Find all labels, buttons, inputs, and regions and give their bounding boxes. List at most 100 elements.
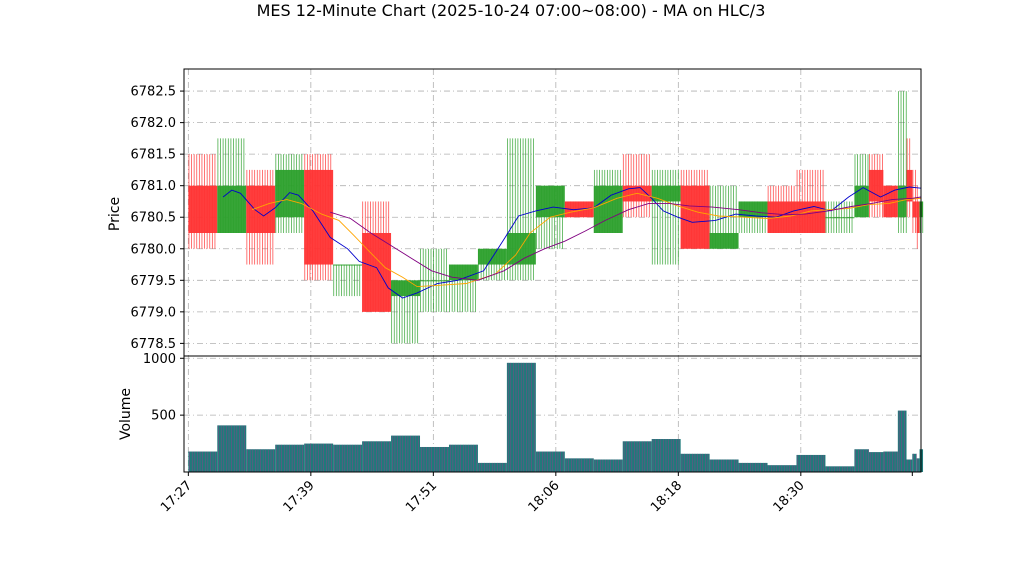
volume-bar <box>333 444 363 472</box>
candle <box>246 169 276 265</box>
volume-bar <box>391 435 421 472</box>
candle <box>477 248 507 281</box>
candle <box>217 138 247 233</box>
volume-bar <box>448 444 478 472</box>
candle-body <box>304 169 334 265</box>
candle-body <box>825 217 855 219</box>
volume-y-ticks: 500 1000 <box>143 352 184 424</box>
candle <box>912 169 917 233</box>
volume-bar <box>564 458 594 472</box>
candle-body <box>362 233 392 312</box>
candle-body <box>420 280 449 282</box>
volume-bar-fill <box>897 410 907 472</box>
volume-bar <box>916 458 920 472</box>
volume-bar-fill <box>854 449 869 472</box>
price-tick-label: 6781.0 <box>131 179 177 194</box>
candle <box>854 154 869 218</box>
candle-body <box>680 185 710 249</box>
candle <box>420 248 449 312</box>
volume-bar <box>868 452 884 472</box>
volume-bar-fill <box>868 452 884 472</box>
candle-body <box>912 201 917 218</box>
candle <box>680 169 710 249</box>
volume-bar <box>709 459 739 472</box>
ma-slow-line <box>330 196 922 281</box>
volume-bar-fill <box>912 453 917 472</box>
volume-bar <box>912 453 917 472</box>
candle-body <box>246 185 276 233</box>
volume-bar <box>593 459 623 472</box>
candle <box>883 185 898 218</box>
candle-body <box>883 185 898 218</box>
candle <box>796 169 826 233</box>
volume-bar <box>796 454 826 472</box>
candle-body <box>333 264 363 266</box>
candle <box>916 185 920 249</box>
candle-body <box>906 169 913 202</box>
candle <box>188 154 218 249</box>
volume-bar <box>767 465 797 472</box>
candle <box>709 185 739 249</box>
x-tick-label: 18:18 <box>648 478 685 515</box>
candle-body <box>651 185 681 202</box>
candle <box>622 154 652 218</box>
candle-body <box>916 201 920 233</box>
candle-body <box>535 185 565 218</box>
candle-body <box>188 185 218 233</box>
candle-body <box>897 185 907 218</box>
candle-body <box>593 185 623 233</box>
x-ticks: 17:27 17:39 17:51 18:06 18:18 18:30 <box>158 472 913 515</box>
candle <box>868 154 884 218</box>
price-tick-label: 6778.5 <box>131 337 177 352</box>
volume-bar <box>622 441 652 472</box>
candle <box>362 201 392 312</box>
candle <box>275 154 305 233</box>
candle-body <box>275 169 305 218</box>
candle-body <box>854 185 869 218</box>
candle <box>767 185 797 233</box>
ma-mid-line <box>251 192 922 288</box>
volume-bar <box>680 453 710 472</box>
price-tick-label: 6782.0 <box>131 116 177 131</box>
candle-body <box>868 169 884 202</box>
volume-bar <box>188 451 218 472</box>
volume-bar <box>420 446 449 472</box>
volume-bar <box>906 459 913 472</box>
candle <box>448 264 478 312</box>
candles-layer <box>188 91 924 344</box>
volume-bar <box>217 425 247 472</box>
volume-bar <box>506 362 536 472</box>
volume-tick-label: 1000 <box>143 352 176 367</box>
volume-bar <box>362 441 392 472</box>
volume-bar <box>854 449 869 472</box>
price-y-ticks: 6778.5 6779.0 6779.5 6780.0 6780.5 6781.0 6781… <box>131 85 184 352</box>
candle <box>391 280 421 344</box>
candle <box>897 91 907 233</box>
price-tick-label: 6782.5 <box>131 85 177 100</box>
candle <box>651 169 681 265</box>
volume-bar <box>535 451 565 472</box>
ma-fast-line <box>222 186 922 299</box>
volume-bar <box>477 462 507 472</box>
candle-body <box>217 185 247 233</box>
price-tick-label: 6780.0 <box>131 242 177 257</box>
volume-bar <box>738 462 768 472</box>
candle <box>333 264 363 297</box>
x-tick-label: 17:51 <box>403 478 440 515</box>
volume-panel-frame <box>183 355 922 473</box>
x-tick-label: 17:39 <box>281 478 318 515</box>
candle-body <box>448 264 478 281</box>
candle <box>535 185 565 249</box>
price-tick-label: 6781.5 <box>131 148 177 163</box>
volume-bar <box>897 410 907 472</box>
volume-bar-fill <box>906 459 913 472</box>
volume-bar <box>246 449 276 472</box>
candle <box>825 201 855 233</box>
price-tick-label: 6780.5 <box>131 211 177 226</box>
volume-bar <box>304 443 334 472</box>
moving-average-layer <box>222 186 922 299</box>
candle-body <box>738 201 768 218</box>
price-tick-label: 6779.5 <box>131 274 177 289</box>
candle-body <box>796 201 826 233</box>
